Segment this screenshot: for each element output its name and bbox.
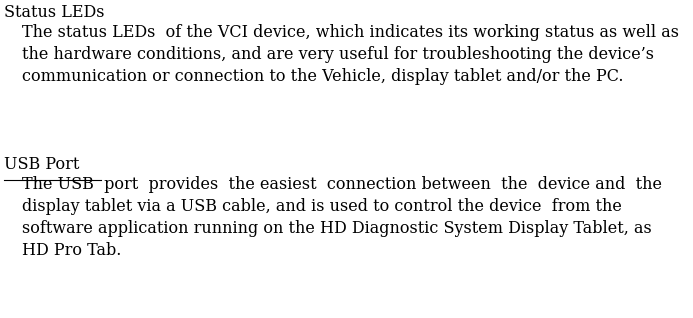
Text: HD Pro Tab.: HD Pro Tab. bbox=[22, 242, 121, 259]
Text: The USB  port  provides  the easiest  connection between  the  device and  the: The USB port provides the easiest connec… bbox=[22, 176, 662, 193]
Text: The status LEDs  of the VCI device, which indicates its working status as well a: The status LEDs of the VCI device, which… bbox=[22, 24, 679, 41]
Text: Status LEDs: Status LEDs bbox=[4, 4, 105, 21]
Text: display tablet via a USB cable, and is used to control the device  from the: display tablet via a USB cable, and is u… bbox=[22, 198, 622, 215]
Text: USB Port: USB Port bbox=[4, 156, 80, 173]
Text: communication or connection to the Vehicle, display tablet and/or the PC.: communication or connection to the Vehic… bbox=[22, 68, 624, 85]
Text: software application running on the HD Diagnostic System Display Tablet, as: software application running on the HD D… bbox=[22, 220, 651, 237]
Text: the hardware conditions, and are very useful for troubleshooting the device’s: the hardware conditions, and are very us… bbox=[22, 46, 654, 63]
